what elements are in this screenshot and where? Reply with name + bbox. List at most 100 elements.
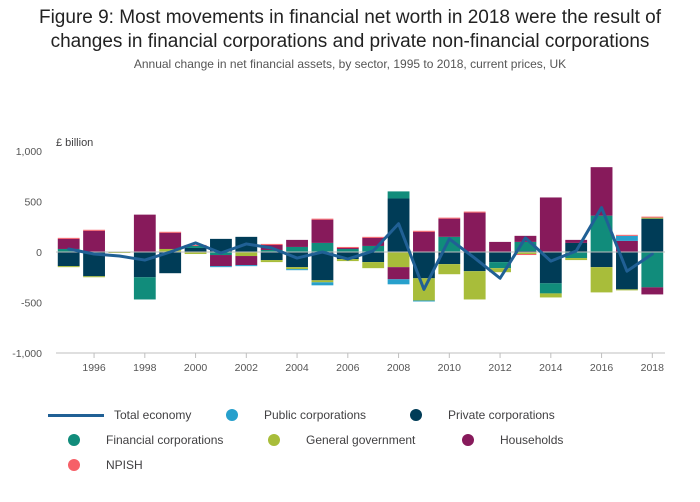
y-tick-label: 1,000 — [16, 146, 42, 158]
bar-npish-1996 — [83, 229, 105, 231]
bar-financial-corporations-2000 — [184, 245, 207, 248]
bar-private-corporations-2018 — [641, 218, 664, 252]
x-tick-label: 2016 — [590, 362, 614, 374]
bar-households-2002 — [235, 256, 258, 266]
bar-households-1995 — [57, 238, 80, 249]
bar-households-2012 — [489, 241, 511, 252]
legend-item-private-corporations: Private corporations — [410, 408, 555, 422]
bar-public-corporations-2001 — [210, 266, 232, 268]
bar-financial-corporations-2013 — [514, 241, 537, 251]
legend-label: General government — [306, 433, 416, 447]
bar-npish-2006 — [336, 246, 359, 248]
x-tick-label: 1996 — [82, 362, 106, 374]
legend-item-financial-corporations: Financial corporations — [68, 433, 223, 447]
bar-public-corporations-2004 — [286, 269, 308, 271]
bar-households-2009 — [413, 231, 435, 252]
bar-private-corporations-2015 — [565, 242, 588, 252]
bar-public-corporations-2009 — [413, 300, 435, 302]
legend-item-public-corporations: Public corporations — [226, 408, 366, 422]
bar-households-2007 — [362, 237, 385, 246]
legend-swatch — [68, 459, 80, 471]
bar-general-government-2016 — [590, 267, 613, 293]
bar-public-corporations-2008 — [387, 279, 410, 285]
bar-financial-corporations-2003 — [260, 249, 283, 252]
bar-financial-corporations-2008 — [387, 191, 410, 199]
x-tick-label: 2004 — [285, 362, 309, 374]
x-tick-label: 2014 — [539, 362, 563, 374]
bar-general-government-2002 — [235, 252, 258, 257]
bar-npish-2005 — [311, 218, 334, 220]
bar-general-government-2004 — [286, 267, 308, 270]
bar-households-1998 — [133, 214, 156, 252]
bar-public-corporations-2005 — [311, 282, 334, 286]
bar-households-2016 — [590, 167, 613, 216]
legend-label: Households — [500, 433, 564, 447]
bar-private-corporations-2006 — [336, 252, 359, 260]
bar-financial-corporations-1998 — [133, 277, 156, 300]
bar-financial-corporations-2014 — [539, 283, 562, 294]
bar-households-2018 — [641, 287, 664, 295]
bar-private-corporations-2016 — [590, 252, 613, 268]
bar-npish-2018 — [641, 216, 664, 218]
bar-private-corporations-2005 — [311, 252, 334, 281]
bar-financial-corporations-2015 — [565, 252, 588, 259]
bar-npish-2013 — [514, 254, 537, 256]
legend-item-households: Households — [462, 433, 563, 447]
y-tick-label: -1,000 — [12, 348, 42, 360]
x-tick-label: 1998 — [133, 362, 157, 374]
y-tick-label: 500 — [24, 197, 42, 209]
x-axis-ticks: 1996 1998 2000 2002 2004 2006 2008 2010 2012 2014… — [82, 353, 664, 374]
bar-households-2010 — [438, 218, 461, 237]
legend-swatch — [462, 434, 474, 446]
bar-marks — [57, 167, 664, 302]
bar-financial-corporations-2012 — [489, 262, 511, 269]
x-tick-label: 2008 — [387, 362, 411, 374]
bar-npish-2010 — [438, 217, 461, 219]
bar-general-government-2013 — [514, 252, 537, 255]
legend-label: Public corporations — [264, 408, 367, 422]
x-tick-label: 2000 — [184, 362, 208, 374]
bar-financial-corporations-2005 — [311, 242, 334, 252]
bar-private-corporations-2013 — [514, 250, 537, 252]
chart-legend: Total economy Public corporations Private … — [40, 404, 680, 494]
bar-npish-1995 — [57, 237, 80, 239]
bar-general-government-2017 — [616, 289, 638, 291]
bar-private-corporations-1999 — [159, 252, 182, 274]
bar-npish-2011 — [463, 211, 486, 213]
bar-general-government-2000 — [184, 252, 207, 255]
x-tick-label: 2006 — [336, 362, 360, 374]
chart-subtitle: Annual change in net financial assets, b… — [133, 57, 567, 71]
bar-general-government-1996 — [83, 276, 105, 278]
bar-general-government-2007 — [362, 262, 385, 269]
bar-npish-2017 — [616, 234, 638, 236]
bar-private-corporations-1995 — [57, 252, 80, 267]
bar-households-2014 — [539, 197, 562, 252]
bar-households-2005 — [311, 219, 334, 243]
bar-general-government-2015 — [565, 258, 588, 261]
bar-public-corporations-2017 — [616, 235, 638, 241]
bar-npish-2009 — [413, 230, 435, 232]
x-tick-label: 2002 — [235, 362, 259, 374]
bar-private-corporations-1996 — [83, 252, 105, 277]
bar-households-1996 — [83, 230, 105, 252]
legend-item-npish: NPISH — [68, 458, 143, 472]
bar-financial-corporations-2004 — [286, 246, 308, 252]
bar-private-corporations-2012 — [489, 252, 511, 263]
bar-financial-corporations-2006 — [336, 248, 359, 252]
bar-general-government-2011 — [463, 271, 486, 300]
bar-households-2006 — [336, 247, 359, 249]
legend-swatch — [48, 413, 104, 417]
legend-swatch — [410, 409, 422, 421]
bar-general-government-2012 — [489, 268, 511, 273]
x-tick-label: 2012 — [488, 362, 512, 374]
y-tick-label: -500 — [21, 298, 42, 310]
bar-npish-2000 — [184, 244, 207, 246]
legend-label: Total economy — [114, 408, 192, 422]
bar-households-2011 — [463, 212, 486, 252]
bar-households-1999 — [159, 232, 182, 249]
legend-swatch — [226, 409, 238, 421]
bar-public-corporations-2002 — [235, 265, 258, 267]
bar-private-corporations-2007 — [362, 252, 385, 263]
bar-general-government-2014 — [539, 293, 562, 298]
